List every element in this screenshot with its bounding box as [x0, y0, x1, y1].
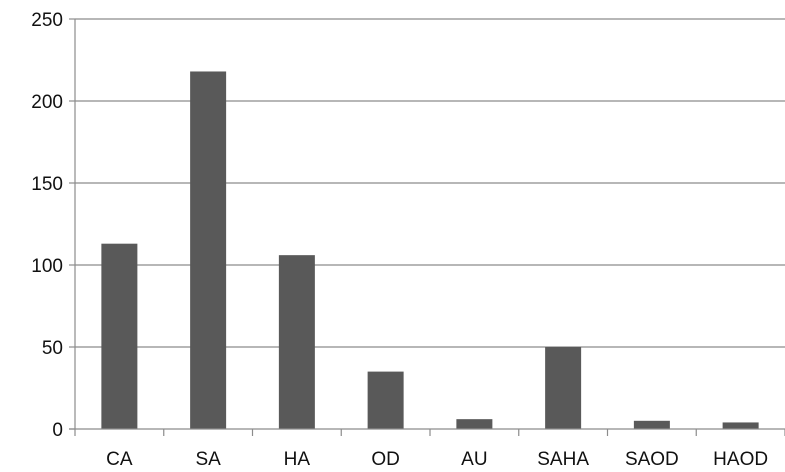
bar-saha	[545, 347, 582, 429]
x-category-label: SA	[195, 449, 221, 470]
x-category-label: SAOD	[625, 449, 679, 470]
gridlines	[75, 18, 785, 348]
bar-ha	[278, 255, 315, 429]
x-axis	[69, 19, 785, 436]
bar-haod	[722, 422, 759, 429]
x-category-label: SAHA	[537, 449, 589, 470]
x-category-label: CA	[106, 449, 133, 470]
bar-au	[456, 419, 493, 429]
y-tick-label: 250	[31, 10, 63, 31]
y-tick-label: 100	[31, 256, 63, 277]
bar-od	[367, 371, 404, 429]
x-category-label: HA	[284, 449, 311, 470]
bar-sa	[190, 71, 227, 429]
x-category-label: OD	[371, 449, 400, 470]
x-axis-category-labels: CA SA HA OD AU SAHA SAOD HAOD	[106, 449, 768, 470]
y-tick-label: 50	[42, 338, 63, 359]
y-tick-label: 200	[31, 92, 63, 113]
y-axis-tick-labels: 0 50 100 150 200 250	[31, 10, 75, 441]
bar-ca	[101, 243, 138, 429]
bar-saod	[633, 420, 670, 429]
x-category-label: HAOD	[713, 449, 768, 470]
y-tick-label: 150	[31, 174, 63, 195]
bars	[101, 71, 759, 429]
x-category-label: AU	[461, 449, 487, 470]
y-tick-label: 0	[52, 420, 63, 441]
